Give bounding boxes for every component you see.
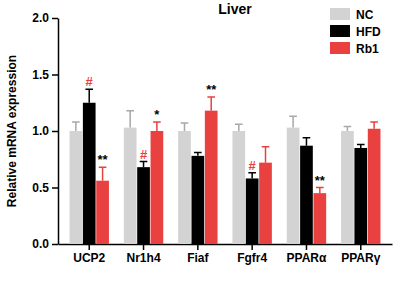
annotation: # <box>86 74 94 89</box>
y-tick-mark <box>52 244 58 246</box>
annotation: # <box>249 158 257 173</box>
title: Liver <box>218 1 252 17</box>
error-bar <box>248 173 256 179</box>
x-tick: PPARγ <box>341 244 380 265</box>
error-bar <box>181 123 189 131</box>
y-tick-label: 0.0 <box>32 237 49 251</box>
bar <box>192 156 205 244</box>
legend-item: NC <box>330 8 374 22</box>
x-tick-label: Fgfr4 <box>237 251 267 265</box>
bar <box>354 148 367 244</box>
legend-item: Rb1 <box>330 42 379 56</box>
annotation: # <box>140 147 148 162</box>
error-bar <box>370 122 378 129</box>
x-tick: Nr1h4 <box>127 244 161 265</box>
legend-swatch <box>330 25 350 37</box>
annotation: ** <box>206 82 217 97</box>
bar <box>178 131 191 244</box>
bar <box>151 131 164 244</box>
y-tick: 1.5 <box>32 68 58 82</box>
annotation: ** <box>315 173 326 188</box>
legend-swatch <box>330 8 350 20</box>
annotations: #**#***#** <box>86 74 326 187</box>
x-tick: UCP2 <box>73 244 105 265</box>
x-tick-mark <box>143 244 145 250</box>
y-tick-mark <box>52 131 58 133</box>
y-axis: 0.0 0.5 1.0 1.5 2.0 <box>32 11 58 251</box>
bar <box>124 128 137 244</box>
x-tick-label: UCP2 <box>73 251 105 265</box>
error-bar <box>99 167 107 181</box>
y-tick-mark <box>52 187 58 189</box>
y-tick-mark <box>52 74 58 76</box>
annotation: ** <box>98 152 109 167</box>
bar <box>287 128 300 244</box>
error-bar <box>194 152 202 155</box>
bar <box>83 103 96 244</box>
error-bar <box>126 111 134 128</box>
x-tick: Fiaf <box>187 244 209 265</box>
x-tick: Fgfr4 <box>237 244 267 265</box>
x-tick: PPARα <box>287 244 327 265</box>
x-tick-mark <box>88 244 90 250</box>
legend-label: Rb1 <box>356 42 379 56</box>
bar <box>96 181 109 244</box>
bar <box>232 131 245 244</box>
y-tick-label: 1.5 <box>32 68 49 82</box>
error-bar <box>140 162 148 168</box>
chart: 0.0 0.5 1.0 1.5 2.0 UCP2 Nr1h4 Fiaf Fgfr4 PPARα PP… <box>0 0 400 296</box>
bar <box>70 131 83 244</box>
bar <box>246 178 259 244</box>
y-label: Relative mRNA expression <box>5 55 19 207</box>
x-tick-label: Nr1h4 <box>127 251 161 265</box>
bar <box>368 129 381 244</box>
bar <box>259 163 272 244</box>
x-axis: UCP2 Nr1h4 Fiaf Fgfr4 PPARα PPARγ <box>59 244 393 265</box>
legend: NC HFD Rb1 <box>330 8 381 56</box>
error-bar <box>344 126 352 131</box>
error-bar <box>357 145 365 148</box>
y-tick: 2.0 <box>32 11 58 25</box>
y-tick-label: 2.0 <box>32 11 49 25</box>
error-bar <box>316 188 324 194</box>
y-tick: 1.0 <box>32 124 58 138</box>
y-tick-mark <box>52 18 58 20</box>
x-tick-mark <box>306 244 308 250</box>
error-bar <box>289 116 297 127</box>
error-bar <box>207 97 215 111</box>
legend-item: HFD <box>330 25 381 39</box>
bar <box>341 131 354 244</box>
series-2 <box>96 97 380 244</box>
bar <box>313 193 326 244</box>
y-tick: 0.5 <box>32 181 58 195</box>
series-1 <box>83 89 367 244</box>
x-tick-label: PPARα <box>287 251 327 265</box>
error-bar <box>72 122 80 131</box>
error-bar <box>85 89 93 103</box>
y-tick: 0.0 <box>32 237 58 251</box>
error-bar <box>262 147 270 163</box>
legend-label: NC <box>356 8 374 22</box>
x-tick-mark <box>251 244 253 250</box>
annotation: * <box>154 107 160 122</box>
x-tick-mark <box>360 244 362 250</box>
error-bar <box>235 124 243 131</box>
bar <box>300 146 313 244</box>
series-0 <box>70 111 354 244</box>
x-tick-mark <box>197 244 199 250</box>
y-tick-label: 0.5 <box>32 181 49 195</box>
marks <box>70 89 381 244</box>
bar <box>137 167 150 244</box>
x-tick-label: PPARγ <box>341 251 380 265</box>
plot: 0.0 0.5 1.0 1.5 2.0 UCP2 Nr1h4 Fiaf Fgfr4 PPARα PP… <box>32 11 392 264</box>
error-bar <box>303 138 311 146</box>
legend-swatch <box>330 42 350 54</box>
bar <box>205 111 218 244</box>
error-bar <box>153 122 161 131</box>
y-tick-label: 1.0 <box>32 124 49 138</box>
x-tick-label: Fiaf <box>187 251 209 265</box>
legend-label: HFD <box>356 25 381 39</box>
